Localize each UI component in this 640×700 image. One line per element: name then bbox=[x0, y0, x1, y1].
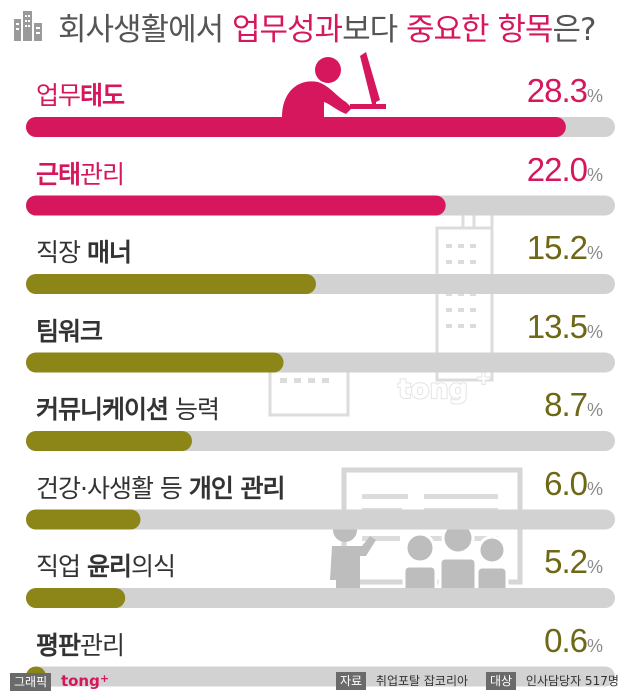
value-int: 28 bbox=[526, 72, 563, 109]
target-label: 대상 bbox=[486, 672, 517, 690]
value-dec: .5 bbox=[561, 307, 588, 345]
value-unit: % bbox=[586, 635, 603, 656]
title-part-3: 보다 bbox=[342, 11, 406, 48]
value-dec: .6 bbox=[561, 621, 588, 659]
value-unit: % bbox=[586, 86, 603, 106]
category-label-part: 업무 bbox=[36, 81, 81, 110]
value-dec: .2 bbox=[561, 229, 588, 266]
category-label: 업무태도 bbox=[36, 76, 125, 112]
value-int: 6 bbox=[544, 464, 562, 502]
value-label: 28.3% bbox=[526, 72, 603, 110]
category-label-part: 평판 bbox=[36, 630, 81, 660]
category-label: 건강·사생활 등 개인 관리 bbox=[36, 469, 286, 505]
category-label: 커뮤니케이션 능력 bbox=[36, 390, 220, 426]
title-part-2: 업무성과 bbox=[231, 11, 343, 48]
value-unit: % bbox=[586, 164, 603, 185]
value-dec: .2 bbox=[561, 543, 588, 580]
value-unit: % bbox=[586, 557, 603, 577]
footer-graphic-credit: 그래픽 tong+ bbox=[10, 672, 110, 691]
category-label-part: 의식 bbox=[130, 552, 176, 581]
value-label: 6.0% bbox=[544, 464, 603, 503]
value-int: 13 bbox=[526, 307, 563, 345]
category-label: 직장 매너 bbox=[36, 233, 132, 269]
value-dec: .3 bbox=[561, 72, 588, 109]
category-label: 팀워크 bbox=[36, 312, 103, 348]
value-label: 15.2% bbox=[526, 229, 603, 267]
value-int: 15 bbox=[526, 229, 563, 266]
category-label-part: 커뮤니케이션 bbox=[36, 395, 169, 424]
source-value: 취업포탈 잡코리아 bbox=[375, 674, 469, 688]
value-dec: .0 bbox=[561, 464, 588, 502]
category-label: 근태관리 bbox=[36, 155, 125, 191]
value-dec: .0 bbox=[561, 150, 588, 188]
tong-watermark: tong + bbox=[397, 367, 492, 406]
value-int: 8 bbox=[544, 386, 562, 423]
category-label-part: 근태 bbox=[36, 159, 81, 189]
watermark-plus: + bbox=[476, 368, 491, 389]
category-label-part: 건강·사생활 등 bbox=[36, 473, 189, 503]
category-label-part: 관리 bbox=[80, 159, 125, 189]
value-label: 5.2% bbox=[544, 543, 603, 581]
value-label: 13.5% bbox=[526, 307, 603, 346]
chart-title: 회사생활에서 업무성과보다 중요한 항목은? bbox=[12, 4, 596, 49]
category-label-part: 직업 bbox=[36, 552, 87, 581]
value-unit: % bbox=[586, 400, 603, 420]
value-int: 5 bbox=[544, 543, 562, 580]
category-label-part: 직장 bbox=[36, 238, 87, 267]
target-value: 인사담당자 517명 bbox=[525, 674, 619, 688]
value-unit: % bbox=[586, 243, 603, 263]
watermark-brand: tong bbox=[398, 374, 468, 405]
title-part-4: 중요한 항목 bbox=[405, 11, 553, 48]
source-label: 자료 bbox=[336, 672, 367, 690]
value-unit: % bbox=[586, 478, 603, 499]
value-label: 0.6% bbox=[544, 621, 603, 660]
value-label: 8.7% bbox=[544, 386, 603, 424]
title-part-1: 회사생활에서 bbox=[58, 11, 232, 48]
title-text: 회사생활에서 업무성과보다 중요한 항목은? bbox=[58, 4, 596, 49]
graphic-brand: tong bbox=[60, 672, 100, 690]
category-label: 직업 윤리의식 bbox=[36, 547, 176, 583]
category-label-part: 윤리 bbox=[86, 552, 132, 581]
buildings-icon bbox=[14, 11, 42, 41]
category-label-part: 개인 관리 bbox=[188, 473, 286, 503]
category-label-part: 태도 bbox=[80, 81, 125, 110]
category-label: 평판관리 bbox=[36, 626, 125, 662]
footer-target: 대상 인사담당자 517명 bbox=[486, 672, 619, 690]
value-int: 22 bbox=[526, 150, 563, 188]
worker-silhouette-illustration bbox=[282, 52, 386, 117]
value-int: 0 bbox=[544, 621, 562, 659]
graphic-label: 그래픽 bbox=[10, 673, 52, 691]
value-unit: % bbox=[586, 321, 603, 342]
category-label-part: 관리 bbox=[80, 630, 125, 660]
category-label-part: 매너 bbox=[86, 238, 132, 267]
title-part-5: 은? bbox=[552, 11, 596, 48]
category-label-part: 팀워크 bbox=[36, 316, 103, 346]
footer-source: 자료 취업포탈 잡코리아 bbox=[336, 672, 469, 690]
graphic-brand-plus: + bbox=[99, 672, 110, 685]
category-label-part: 능력 bbox=[168, 395, 220, 424]
value-dec: .7 bbox=[561, 386, 588, 423]
value-label: 22.0% bbox=[526, 150, 603, 189]
